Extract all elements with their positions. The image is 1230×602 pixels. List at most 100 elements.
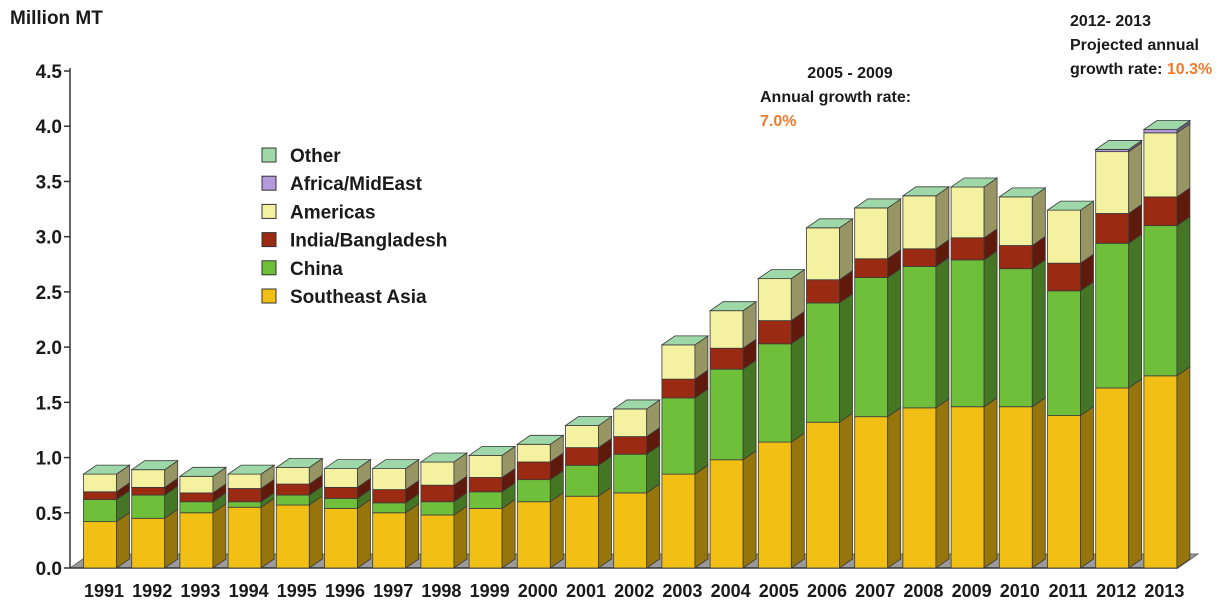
bar-side-china <box>790 334 805 443</box>
bar-segment-india-bangladesh <box>854 258 889 278</box>
x-tick-label: 1995 <box>277 581 317 601</box>
bar-top-cap <box>323 459 372 470</box>
bar-segment-china <box>854 277 889 418</box>
bar-top-cap <box>564 416 613 426</box>
bar-side-southeast-asia <box>116 511 130 569</box>
x-tick-label: 1999 <box>470 581 510 601</box>
bar-segment-china <box>468 491 503 509</box>
annotation-growth-value: 10.3% <box>1166 61 1213 78</box>
bar-2000 <box>516 434 565 569</box>
bar-side-china <box>1031 258 1046 408</box>
bar-segment-india-bangladesh <box>806 279 840 304</box>
bar-side-southeast-asia <box>405 503 420 569</box>
x-tick-label: 2011 <box>1048 581 1087 601</box>
x-tick-label: 2003 <box>662 581 702 601</box>
x-tick-label: 1998 <box>421 581 461 601</box>
bar-top-cap <box>853 198 902 209</box>
bar-segment-china <box>516 479 551 503</box>
bar-segment-india-bangladesh <box>468 477 503 493</box>
bar-segment-china <box>757 343 792 443</box>
bar-side-americas <box>1031 187 1046 247</box>
bar-segment-americas <box>275 467 310 485</box>
bar-segment-india-bangladesh <box>661 378 696 399</box>
bar-segment-southeast-asia <box>709 459 744 569</box>
bar-segment-americas <box>1143 132 1178 198</box>
legend-swatch-china <box>261 260 277 276</box>
bar-top-cap <box>708 301 758 312</box>
legend-swatch-americas <box>261 203 277 219</box>
bar-side-southeast-asia <box>694 464 709 569</box>
bar-side-americas <box>1080 200 1094 264</box>
x-tick-label: 2001 <box>566 581 606 601</box>
bar-top-cap <box>805 218 854 229</box>
bar-segment-china <box>179 501 214 514</box>
y-tick-label: 1.0 <box>36 449 62 470</box>
x-tick-label: 2004 <box>711 581 751 601</box>
bar-side-china <box>742 359 757 461</box>
legend-label-china: China <box>290 259 343 280</box>
bar-segment-americas <box>565 425 599 449</box>
bar-segment-africa-mideast <box>1143 129 1178 134</box>
bar-segment-americas <box>950 186 985 239</box>
bar-side-china <box>839 293 853 423</box>
bar-top-cap <box>660 335 710 346</box>
y-tick-label: 4.0 <box>36 117 62 138</box>
bar-segment-americas <box>179 475 214 494</box>
bar-segment-southeast-asia <box>661 473 696 569</box>
legend-label-africa-mideast: Africa/MidEast <box>290 174 423 195</box>
bar-segment-india-bangladesh <box>998 245 1033 270</box>
bar-side-southeast-asia <box>1031 396 1046 569</box>
bar-2003 <box>660 335 710 569</box>
bar-segment-americas <box>854 207 889 260</box>
annotation-2012-2013: 2012- 2013 Projected annual growth rate:… <box>1070 10 1230 82</box>
bar-side-china <box>935 256 950 409</box>
bar-side-southeast-asia <box>1080 405 1094 569</box>
bar-top-cap <box>178 466 228 477</box>
annotation-growth-label: growth rate: <box>1070 61 1167 78</box>
bar-2002 <box>612 399 661 569</box>
y-tick-label: 0.0 <box>36 559 62 580</box>
bar-top-cap <box>419 452 469 463</box>
legend-swatch-other <box>261 147 277 163</box>
bar-segment-china <box>83 499 117 523</box>
bar-side-southeast-asia <box>1176 366 1191 569</box>
bar-side-southeast-asia <box>164 508 179 569</box>
bar-1999 <box>467 445 517 569</box>
legend-swatch-india-bangladesh <box>261 232 277 248</box>
bar-side-americas <box>1128 141 1143 215</box>
bar-2012 <box>1094 139 1143 569</box>
bar-1993 <box>178 466 228 569</box>
bar-segment-southeast-asia <box>1095 387 1130 569</box>
bar-segment-china <box>275 494 310 506</box>
x-tick-label: 1994 <box>229 581 269 601</box>
bar-1997 <box>371 458 420 569</box>
bar-segment-china <box>1143 225 1178 377</box>
bar-side-southeast-asia <box>357 498 371 569</box>
bar-segment-americas <box>709 310 744 349</box>
bar-segment-india-bangladesh <box>565 447 599 466</box>
legend-label-southeast-asia: Southeast Asia <box>290 287 427 308</box>
bar-segment-india-bangladesh <box>227 488 262 503</box>
bar-segment-southeast-asia <box>757 441 792 569</box>
y-tick-label: 4.5 <box>36 62 63 83</box>
bar-side-southeast-asia <box>453 505 468 569</box>
bar-top-cap <box>467 445 517 456</box>
bar-segment-americas <box>83 473 117 493</box>
x-tick-label: 1996 <box>325 581 365 601</box>
bar-top-cap <box>516 434 565 445</box>
y-tick-label: 3.5 <box>36 172 63 193</box>
x-tick-label: 2000 <box>518 581 558 601</box>
bar-side-china <box>1080 281 1094 417</box>
bar-segment-india-bangladesh <box>613 436 648 455</box>
bar-segment-americas <box>1095 151 1130 214</box>
bar-segment-china <box>950 259 985 408</box>
bar-side-southeast-asia <box>1128 378 1143 569</box>
bar-top-cap <box>998 187 1047 198</box>
legend-label-other: Other <box>290 146 341 167</box>
bar-top-cap <box>1142 120 1192 130</box>
bar-segment-americas <box>1047 209 1081 264</box>
bar-top-cap <box>130 460 179 471</box>
bar-segment-india-bangladesh <box>372 489 407 504</box>
bar-segment-india-bangladesh <box>275 483 310 496</box>
